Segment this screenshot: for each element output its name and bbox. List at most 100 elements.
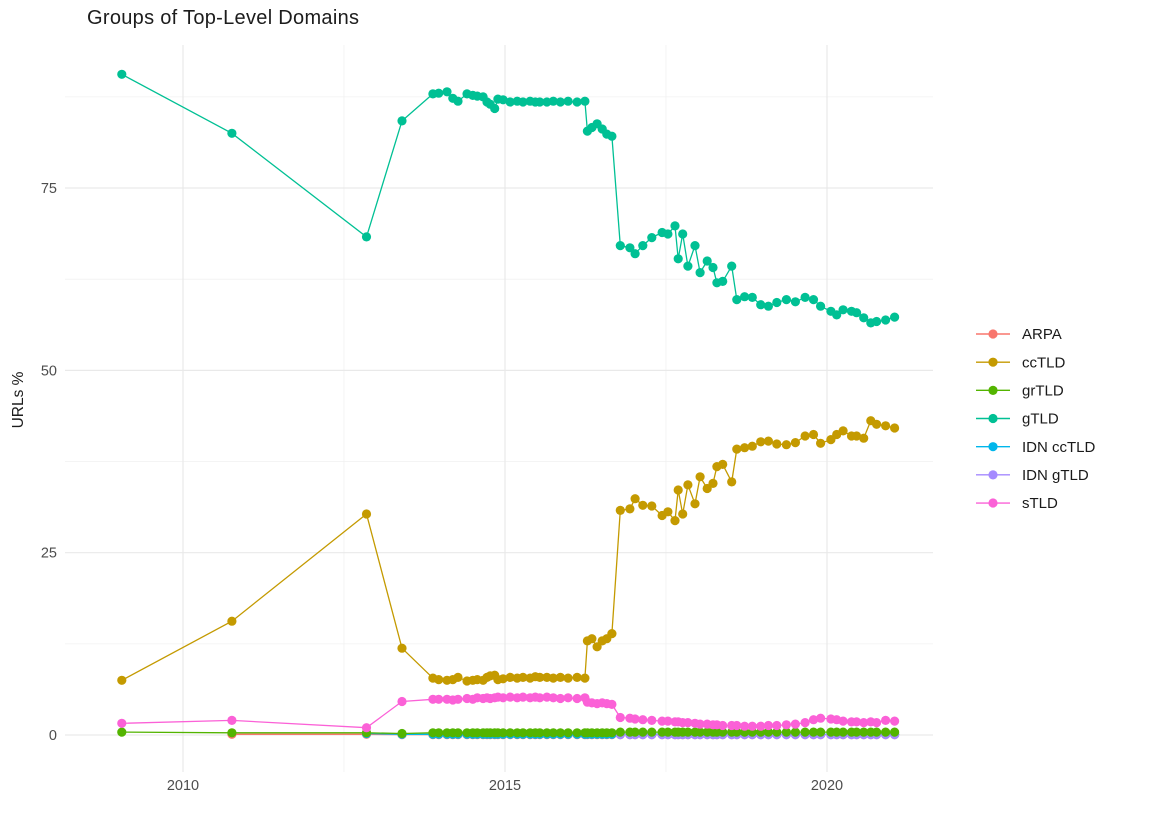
data-point-stld — [756, 721, 766, 731]
data-point-gtld — [555, 97, 566, 107]
y-tick-label: 75 — [41, 181, 57, 197]
data-point-cctld — [453, 672, 463, 683]
data-point-stld — [838, 716, 848, 726]
data-point-gtld — [740, 292, 750, 302]
legend-item-arpa: ARPA — [976, 326, 1062, 343]
data-point-gtld — [607, 131, 617, 141]
data-point-gtld — [702, 256, 712, 266]
data-point-stld — [872, 718, 882, 728]
data-point-stld — [763, 720, 774, 731]
data-point-stld — [852, 717, 862, 727]
data-point-gtld — [397, 116, 407, 126]
data-point-cctld — [740, 443, 750, 453]
data-point-grtld — [505, 728, 515, 738]
data-point-grtld — [790, 727, 801, 737]
data-point-grtld — [832, 727, 842, 737]
data-point-grtld — [859, 727, 869, 737]
data-point-stld — [397, 696, 407, 707]
data-point-stld — [498, 693, 508, 703]
data-point-cctld — [227, 616, 237, 626]
data-point-gtld — [859, 313, 869, 323]
data-point-cctld — [518, 672, 528, 683]
legend-item-idn-gtld: IDN gTLD — [976, 467, 1089, 484]
data-point-cctld — [800, 431, 810, 441]
data-point-stld — [881, 715, 891, 726]
data-point-grtld — [542, 728, 552, 738]
data-point-gtld — [670, 221, 680, 231]
data-point-gtld — [615, 241, 625, 251]
data-point-grtld — [630, 727, 640, 737]
data-point-cctld — [397, 643, 407, 653]
data-point-stld — [859, 718, 869, 728]
legend-key-dot-arpa — [988, 329, 998, 339]
data-point-gtld — [852, 308, 862, 318]
data-point-cctld — [763, 436, 774, 446]
data-point-grtld — [772, 727, 782, 737]
legend-label-idn-gtld: IDN gTLD — [1022, 467, 1089, 484]
data-point-grtld — [555, 728, 566, 738]
data-point-gtld — [790, 297, 801, 307]
data-point-stld — [572, 693, 582, 704]
data-point-gtld — [690, 241, 700, 251]
data-point-cctld — [555, 672, 566, 683]
legend-item-cctld: ccTLD — [976, 354, 1066, 371]
data-point-stld — [683, 718, 693, 728]
data-point-cctld — [859, 433, 869, 443]
series-stld — [117, 692, 900, 733]
series-grtld — [117, 727, 900, 739]
data-point-grtld — [563, 728, 573, 738]
data-point-stld — [816, 713, 826, 723]
data-point-cctld — [816, 438, 826, 448]
data-point-gtld — [442, 87, 452, 97]
data-point-cctld — [535, 672, 545, 683]
data-point-gtld — [772, 297, 782, 308]
data-point-cctld — [117, 675, 127, 685]
data-point-gtld — [708, 262, 718, 273]
data-point-stld — [718, 720, 728, 731]
data-point-grtld — [852, 727, 862, 737]
data-point-stld — [563, 693, 573, 703]
data-point-cctld — [678, 509, 688, 519]
data-point-gtld — [727, 261, 737, 271]
data-point-stld — [361, 723, 372, 733]
data-point-grtld — [434, 728, 444, 738]
x-tick-label: 2020 — [811, 778, 843, 794]
data-point-cctld — [673, 485, 683, 495]
data-point-cctld — [361, 509, 372, 519]
data-point-gtld — [890, 312, 900, 322]
data-point-cctld — [434, 675, 444, 685]
data-point-grtld — [615, 727, 625, 737]
data-point-gtld — [763, 301, 774, 311]
data-point-stld — [555, 693, 566, 704]
legend-label-stld: sTLD — [1022, 495, 1058, 512]
data-point-stld — [732, 720, 742, 731]
data-point-gtld — [453, 96, 463, 106]
data-point-stld — [800, 718, 810, 728]
data-point-gtld — [580, 96, 590, 106]
data-point-cctld — [607, 629, 617, 639]
y-tick-label: 25 — [41, 546, 57, 562]
data-point-cctld — [615, 505, 625, 515]
data-point-stld — [747, 721, 757, 731]
data-point-grtld — [881, 727, 891, 737]
data-point-cctld — [638, 500, 648, 510]
data-point-gtld — [518, 97, 528, 107]
data-point-cctld — [890, 423, 900, 433]
data-point-grtld — [453, 728, 463, 738]
data-point-grtld — [397, 728, 407, 739]
data-point-grtld — [808, 727, 819, 737]
data-point-cctld — [732, 444, 742, 454]
legend-item-grtld: grTLD — [976, 383, 1064, 400]
data-point-cctld — [563, 673, 573, 683]
data-point-gtld — [673, 254, 683, 264]
data-point-cctld — [498, 674, 508, 684]
y-axis-title: URLs % — [10, 371, 27, 429]
legend: ARPA ccTLD grTLD gTLD IDN ccTLD IDN gTLD sTLD — [976, 326, 1096, 512]
data-point-cctld — [756, 437, 766, 447]
data-point-cctld — [548, 673, 558, 683]
data-point-cctld — [505, 672, 515, 683]
data-point-grtld — [498, 728, 508, 738]
data-point-cctld — [630, 494, 640, 504]
series-cctld — [117, 416, 900, 686]
data-point-gtld — [756, 300, 766, 310]
